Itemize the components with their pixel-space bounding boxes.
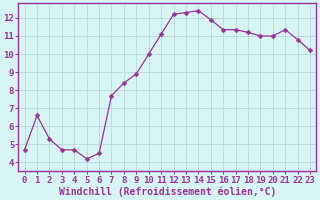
X-axis label: Windchill (Refroidissement éolien,°C): Windchill (Refroidissement éolien,°C) <box>59 186 276 197</box>
